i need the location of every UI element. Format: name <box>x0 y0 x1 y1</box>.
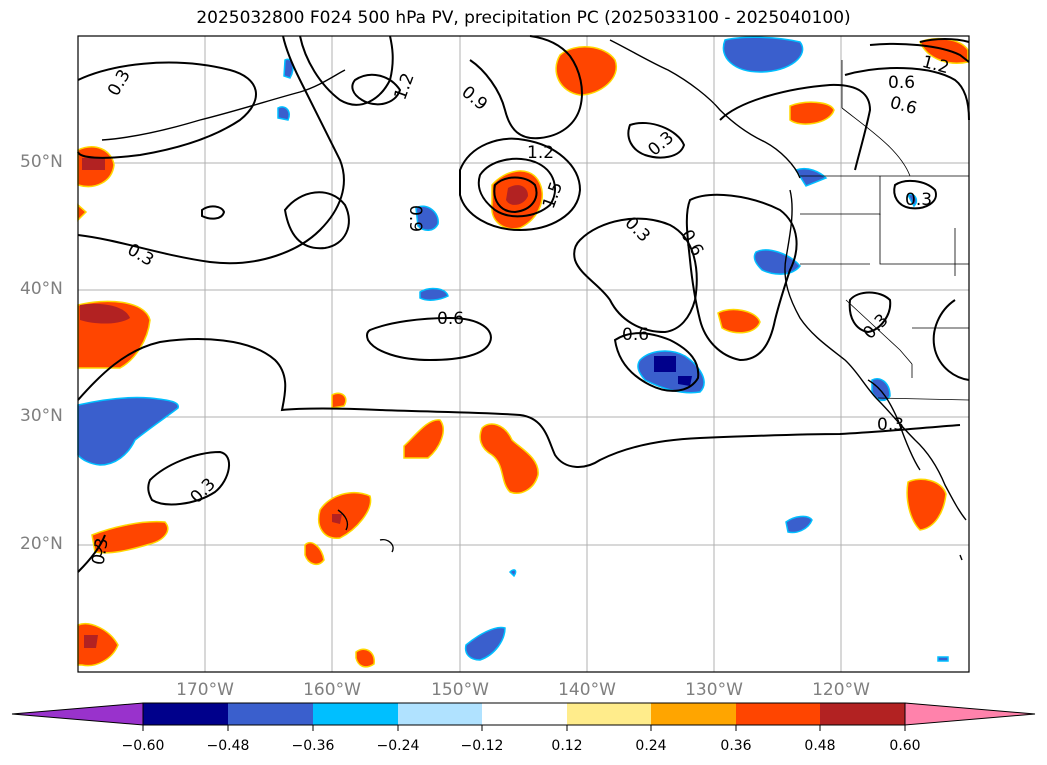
contour-label: 0.9 <box>405 205 425 232</box>
lon-label-170w: 170°W <box>176 680 234 700</box>
colorbar-tick-label: −0.36 <box>291 738 335 754</box>
map-title: 2025032800 F024 500 hPa PV, precipitatio… <box>196 8 851 28</box>
political-borders <box>800 60 970 401</box>
graticule <box>78 36 969 672</box>
colorbar-tick-label: 0.60 <box>889 738 921 754</box>
lat-label-30n: 30°N <box>20 406 63 426</box>
colorbar-extend-high <box>904 702 1036 726</box>
coastlines <box>95 39 967 561</box>
colorbar-tick-label: −0.48 <box>206 738 250 754</box>
contour-label: 0.6 <box>437 309 464 329</box>
contour-label: 0.3 <box>877 415 904 435</box>
colorbar-tick-label: −0.24 <box>376 738 420 754</box>
positive-precip-regions <box>77 37 969 668</box>
colorbar-tick-label: −0.60 <box>121 738 165 754</box>
lat-label-50n: 50°N <box>20 152 63 172</box>
lon-label-160w: 160°W <box>303 680 361 700</box>
contour-label: 1.2 <box>527 143 554 163</box>
colorbar-tick-label: 0.48 <box>804 738 836 754</box>
negative-precip-regions <box>77 36 949 662</box>
lon-label-130w: 130°W <box>685 680 743 700</box>
colorbar-tick-label: 0.12 <box>551 738 583 754</box>
colorbar-tick-label: 0.24 <box>635 738 667 754</box>
colorbar-extend-low <box>11 702 144 726</box>
contour-label: 0.3 <box>905 190 932 210</box>
contour-label: 0.6 <box>622 325 649 345</box>
lat-label-40n: 40°N <box>20 279 63 299</box>
colorbar-tick-label: −0.12 <box>460 738 504 754</box>
map-frame <box>77 35 970 673</box>
contour-label: 0.3 <box>88 536 112 566</box>
colorbar-tick-label: 0.36 <box>720 738 752 754</box>
lon-label-120w: 120°W <box>812 680 870 700</box>
lon-label-150w: 150°W <box>431 680 489 700</box>
pv-contours <box>77 35 970 573</box>
lon-label-140w: 140°W <box>558 680 616 700</box>
lat-label-20n: 20°N <box>20 534 63 554</box>
colorbar <box>11 702 1036 731</box>
contour-label: 0.6 <box>888 73 915 93</box>
map-background <box>78 36 969 672</box>
